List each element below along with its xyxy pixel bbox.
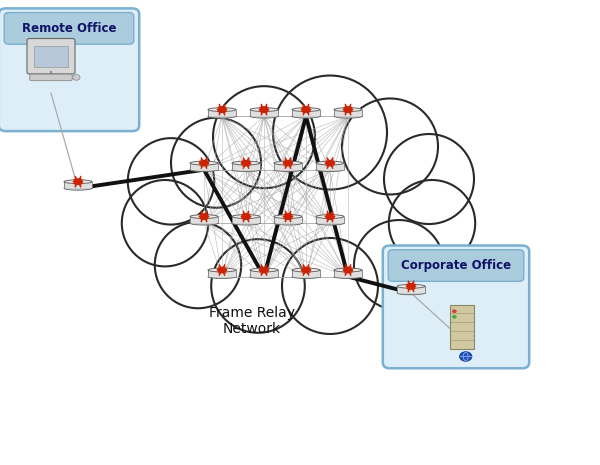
Polygon shape — [190, 163, 218, 170]
Ellipse shape — [232, 168, 260, 172]
Ellipse shape — [292, 108, 320, 112]
Ellipse shape — [273, 75, 387, 190]
Ellipse shape — [190, 215, 218, 219]
FancyBboxPatch shape — [4, 13, 134, 44]
Polygon shape — [292, 110, 320, 116]
Ellipse shape — [292, 114, 320, 118]
Ellipse shape — [155, 222, 241, 308]
Ellipse shape — [354, 220, 444, 310]
Ellipse shape — [171, 118, 261, 208]
FancyBboxPatch shape — [34, 46, 68, 67]
Ellipse shape — [190, 161, 218, 165]
Text: Frame Relay
Network: Frame Relay Network — [209, 306, 295, 336]
Ellipse shape — [250, 114, 278, 118]
Circle shape — [452, 315, 457, 319]
Ellipse shape — [232, 161, 260, 165]
Ellipse shape — [213, 86, 315, 188]
Polygon shape — [208, 270, 236, 277]
Ellipse shape — [274, 168, 302, 172]
Ellipse shape — [208, 268, 236, 272]
Ellipse shape — [342, 99, 438, 194]
FancyBboxPatch shape — [27, 39, 75, 74]
Ellipse shape — [274, 215, 302, 219]
Ellipse shape — [208, 108, 236, 112]
Ellipse shape — [232, 215, 260, 219]
Ellipse shape — [208, 275, 236, 279]
Ellipse shape — [250, 275, 278, 279]
Ellipse shape — [282, 238, 378, 334]
Ellipse shape — [73, 74, 80, 80]
Ellipse shape — [128, 138, 214, 225]
Ellipse shape — [168, 79, 420, 331]
Ellipse shape — [334, 108, 362, 112]
Ellipse shape — [190, 221, 218, 225]
Polygon shape — [316, 217, 344, 223]
Ellipse shape — [316, 215, 344, 219]
Polygon shape — [274, 217, 302, 223]
Polygon shape — [334, 110, 362, 116]
Ellipse shape — [292, 268, 320, 272]
Ellipse shape — [211, 239, 305, 333]
Ellipse shape — [208, 114, 236, 118]
FancyBboxPatch shape — [449, 305, 475, 349]
Ellipse shape — [190, 168, 218, 172]
Ellipse shape — [122, 180, 208, 266]
Polygon shape — [190, 217, 218, 223]
Ellipse shape — [397, 291, 425, 295]
FancyBboxPatch shape — [388, 250, 524, 281]
Text: Remote Office: Remote Office — [22, 22, 116, 35]
Polygon shape — [316, 163, 344, 170]
Ellipse shape — [389, 180, 475, 266]
FancyBboxPatch shape — [383, 246, 529, 368]
Ellipse shape — [334, 114, 362, 118]
Polygon shape — [64, 182, 92, 188]
Text: Corporate Office: Corporate Office — [401, 259, 511, 272]
Ellipse shape — [334, 275, 362, 279]
Ellipse shape — [64, 180, 92, 184]
Ellipse shape — [384, 134, 474, 224]
Polygon shape — [292, 270, 320, 277]
Ellipse shape — [274, 161, 302, 165]
Polygon shape — [250, 110, 278, 116]
Ellipse shape — [397, 285, 425, 288]
Circle shape — [460, 352, 472, 361]
Polygon shape — [232, 217, 260, 223]
Ellipse shape — [292, 275, 320, 279]
Ellipse shape — [250, 108, 278, 112]
Polygon shape — [397, 286, 425, 293]
Ellipse shape — [316, 221, 344, 225]
Polygon shape — [250, 270, 278, 277]
Ellipse shape — [232, 221, 260, 225]
Ellipse shape — [250, 268, 278, 272]
FancyBboxPatch shape — [30, 74, 72, 80]
FancyBboxPatch shape — [0, 8, 139, 131]
Polygon shape — [232, 163, 260, 170]
Ellipse shape — [274, 221, 302, 225]
Polygon shape — [334, 270, 362, 277]
Ellipse shape — [334, 268, 362, 272]
Ellipse shape — [64, 186, 92, 190]
Circle shape — [452, 309, 457, 313]
Polygon shape — [208, 110, 236, 116]
Ellipse shape — [316, 161, 344, 165]
Polygon shape — [274, 163, 302, 170]
Ellipse shape — [316, 168, 344, 172]
